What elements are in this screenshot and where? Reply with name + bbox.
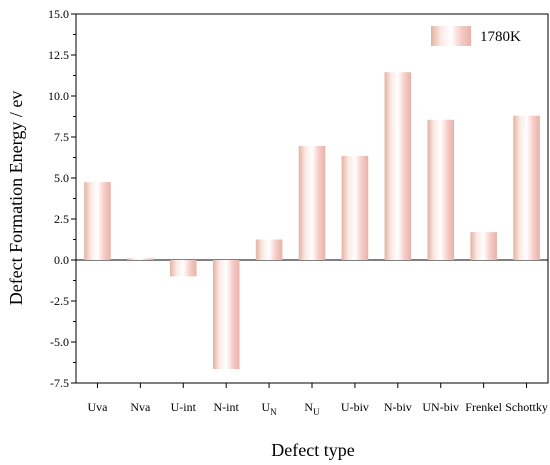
x-tick-label: Schottky bbox=[505, 400, 548, 414]
y-tick-label: 12.5 bbox=[48, 48, 69, 62]
x-tick-label: Nva bbox=[130, 400, 151, 414]
bar bbox=[84, 182, 111, 260]
y-tick-label: -2.5 bbox=[50, 294, 69, 308]
bar bbox=[384, 72, 412, 260]
bar bbox=[341, 155, 369, 260]
bar bbox=[212, 260, 240, 370]
y-tick-label: 10.0 bbox=[48, 89, 69, 103]
y-tick-label: 7.5 bbox=[54, 130, 69, 144]
y-tick-label: 15.0 bbox=[48, 7, 69, 21]
x-tick-label: U-int bbox=[171, 400, 197, 414]
y-tick-label: 0.0 bbox=[54, 253, 69, 267]
y-tick-label: -7.5 bbox=[50, 376, 69, 390]
x-tick-label: UN bbox=[262, 400, 278, 417]
x-tick-label: N-biv bbox=[384, 400, 412, 414]
x-tick-label: Uva bbox=[87, 400, 108, 414]
bar bbox=[513, 115, 540, 261]
x-tick-label: N-int bbox=[214, 400, 240, 414]
y-tick-label: -5.0 bbox=[50, 335, 69, 349]
y-axis-title: Defect Formation Energy / ev bbox=[6, 91, 26, 306]
x-tick-label: Frenkel bbox=[465, 400, 502, 414]
x-tick-label: U-biv bbox=[341, 400, 369, 414]
y-tick-label: 2.5 bbox=[54, 212, 69, 226]
bar bbox=[298, 146, 326, 260]
y-tick-label: 5.0 bbox=[54, 171, 69, 185]
x-axis-title: Defect type bbox=[271, 440, 354, 460]
plot-area: 15.0 12.5 10.0 7.5 5.0 2.5 0.0 -2.5 -5.0 -7.5 Uva N… bbox=[48, 7, 549, 417]
bar bbox=[169, 260, 197, 277]
bar bbox=[427, 119, 455, 260]
bar bbox=[127, 258, 154, 260]
legend-label: 1780K bbox=[480, 29, 521, 45]
bar bbox=[255, 239, 283, 260]
x-tick-label: UN-biv bbox=[422, 400, 459, 414]
bar bbox=[470, 232, 497, 260]
x-tick-label: NU bbox=[304, 400, 320, 417]
legend-swatch bbox=[431, 26, 471, 46]
